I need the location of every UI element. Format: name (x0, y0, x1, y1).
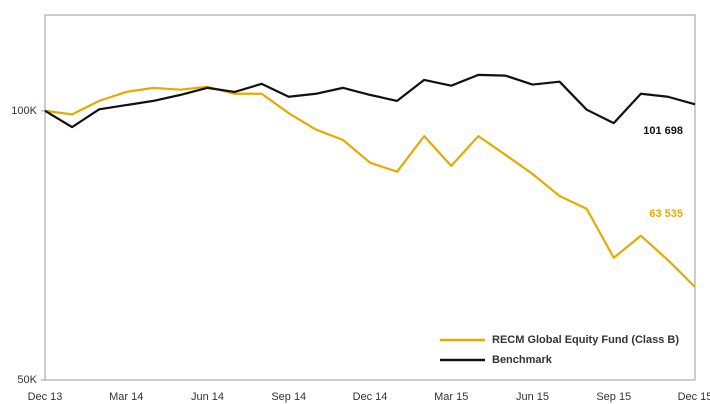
x-tick-label: Mar 15 (434, 391, 468, 403)
end-label: 63 535 (649, 208, 683, 220)
y-tick-label: 50K (17, 374, 37, 386)
x-tick-label: Dec 14 (353, 391, 388, 403)
end-label: 101 698 (643, 125, 683, 137)
series-line (44, 73, 696, 129)
x-tick-label: Mar 14 (109, 391, 143, 403)
x-tick-label: Dec 13 (28, 391, 63, 403)
plot-frame (44, 14, 696, 381)
x-tick-label: Jun 14 (191, 391, 224, 403)
legend-label: Benchmark (492, 354, 553, 366)
x-tick-label: Jun 15 (516, 391, 549, 403)
y-tick-label: 100K (11, 105, 37, 117)
series-line (44, 85, 696, 288)
x-tick-label: Sep 15 (596, 391, 631, 403)
legend-label: RECM Global Equity Fund (Class B) (492, 334, 679, 346)
x-tick-label: Sep 14 (271, 391, 306, 403)
x-tick-label: Dec 15 (678, 391, 710, 403)
